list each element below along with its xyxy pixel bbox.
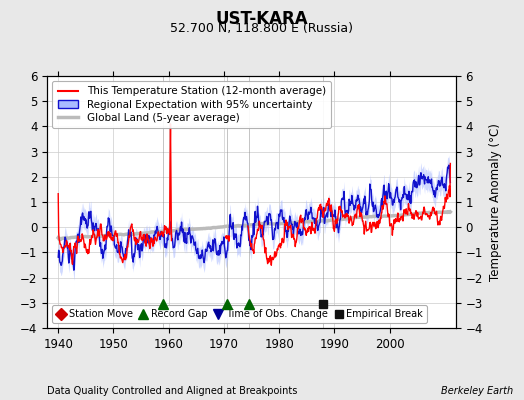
Legend: Station Move, Record Gap, Time of Obs. Change, Empirical Break: Station Move, Record Gap, Time of Obs. C… [52,305,427,323]
Text: UST-KARA: UST-KARA [216,10,308,28]
Text: Data Quality Controlled and Aligned at Breakpoints: Data Quality Controlled and Aligned at B… [47,386,298,396]
Y-axis label: Temperature Anomaly (°C): Temperature Anomaly (°C) [488,123,501,281]
Text: Berkeley Earth: Berkeley Earth [441,386,514,396]
Text: 52.700 N, 118.800 E (Russia): 52.700 N, 118.800 E (Russia) [170,22,354,35]
